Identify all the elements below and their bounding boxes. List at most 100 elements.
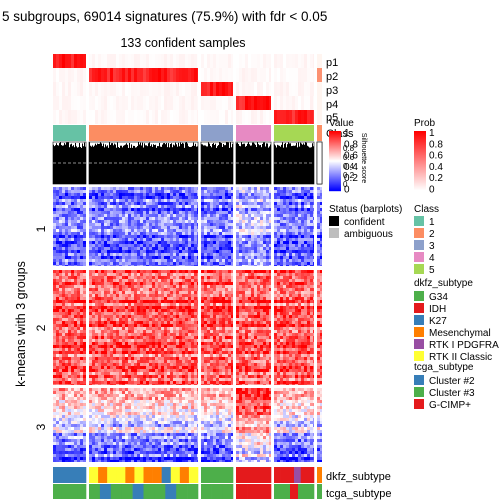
heatmap-cell [231,250,233,253]
prob-cell [295,96,298,110]
silhouette-bar [313,146,314,184]
heatmap-cell [98,262,101,265]
heatmap-cell [173,193,176,196]
heatmap-cell [225,330,228,333]
heatmap-cell [239,235,242,238]
heatmap-cell [295,294,298,297]
heatmap-cell [269,208,271,211]
heatmap-cell [298,330,301,333]
heatmap-cell [304,253,307,256]
heatmap-cell [310,312,313,315]
heatmap-cell [257,199,260,202]
silhouette-bar [72,146,73,184]
heatmap-cell [95,235,98,238]
heatmap-cell [62,276,65,279]
heatmap-cell [188,244,191,247]
heatmap-cell [161,199,164,202]
heatmap-cell [59,202,62,205]
prob-cell [98,96,101,110]
heatmap-cell [228,312,231,315]
heatmap-cell [101,190,104,193]
heatmap-cell [236,202,239,205]
heatmap-cell [167,306,170,309]
heatmap-cell [307,205,310,208]
heatmap-cell [116,333,119,336]
heatmap-cell [167,208,170,211]
heatmap-cell [53,300,56,303]
heatmap-cell [274,208,277,211]
heatmap-cell [266,241,269,244]
heatmap-cell [317,270,320,273]
heatmap-cell [194,232,197,235]
heatmap-cell [128,318,131,321]
heatmap-cell [228,288,231,291]
heatmap-cell [161,294,164,297]
prob-cell [167,82,170,96]
heatmap-cell [313,303,314,306]
heatmap-cell [95,270,98,273]
heatmap-cell [213,285,216,288]
heatmap-cell [104,312,107,315]
heatmap-cell [77,309,80,312]
heatmap-cell [188,256,191,259]
prob-cell [188,54,191,68]
silhouette-bar [107,145,108,184]
heatmap-cell [149,262,152,265]
heatmap-cell [213,256,216,259]
heatmap-cell [307,235,310,238]
heatmap-cell [137,205,140,208]
heatmap-cell [83,205,86,208]
silhouette-bar [187,143,188,184]
heatmap-cell [201,294,204,297]
heatmap-cell [313,244,314,247]
heatmap-cell [155,238,158,241]
heatmap-cell [194,312,197,315]
heatmap-cell [149,208,152,211]
heatmap-cell [134,220,137,223]
heatmap-cell [242,262,245,265]
heatmap-cell [167,196,170,199]
heatmap-cell [95,250,98,253]
heatmap-cell [274,300,277,303]
prob-cell [131,110,134,124]
prob-cell [201,68,204,82]
heatmap-cell [210,270,213,273]
heatmap-cell [119,193,122,196]
heatmap-cell [213,259,216,262]
heatmap-cell [134,202,137,205]
heatmap-cell [304,330,307,333]
prob-cell [283,110,286,124]
silhouette-bar [75,142,76,184]
heatmap-cell [89,273,92,276]
heatmap-cell [164,309,167,312]
heatmap-cell [188,220,191,223]
heatmap-cell [254,199,257,202]
heatmap-cell [280,327,283,330]
heatmap-cell [143,273,146,276]
heatmap-cell [213,220,216,223]
heatmap-cell [170,279,173,282]
heatmap-cell [313,217,314,220]
prob-cell [295,54,298,68]
heatmap-cell [245,276,248,279]
heatmap-cell [101,199,104,202]
prob-cell [213,82,216,96]
heatmap-cell [164,279,167,282]
heatmap-cell [286,247,289,250]
heatmap-cell [298,265,301,266]
heatmap-cell [260,276,263,279]
heatmap-cell [210,247,213,250]
heatmap-cell [289,232,292,235]
heatmap-cell [313,220,314,223]
heatmap-cell [119,217,122,220]
heatmap-cell [274,309,277,312]
heatmap-cell [295,312,298,315]
heatmap-cell [140,220,143,223]
prob-cell [158,82,161,96]
silhouette-bar [58,145,59,184]
heatmap-cell [113,190,116,193]
prob-cell [53,54,56,68]
heatmap-cell [239,217,242,220]
heatmap-cell [128,250,131,253]
heatmap-cell [107,336,110,339]
